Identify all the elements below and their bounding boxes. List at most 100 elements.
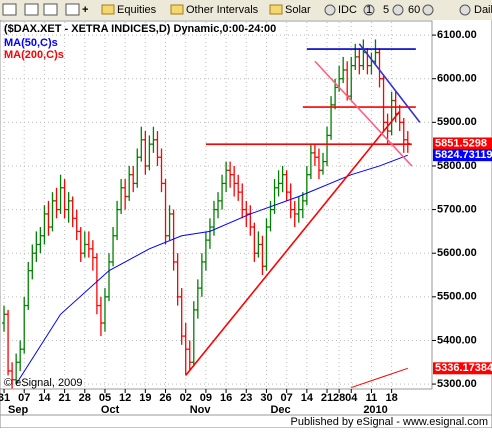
price-bar	[300, 192, 305, 219]
price-tag-label: 5336.17384	[435, 362, 492, 374]
icon[interactable]: +	[82, 4, 88, 16]
toolbar-button[interactable]: 5	[383, 4, 389, 16]
toolbar-button[interactable]: Other Intervals	[186, 4, 259, 16]
toolbar-button[interactable]: 60	[408, 4, 420, 16]
price-bar	[98, 296, 103, 337]
x-tick-label: 05	[99, 392, 111, 404]
x-tick-label: 07	[18, 392, 30, 404]
month-label: Sep	[8, 404, 28, 416]
x-tick-label: 14	[38, 392, 51, 404]
price-tag-label: 5851.5298	[435, 137, 487, 149]
icon[interactable]	[65, 3, 80, 16]
plot-area	[0, 20, 433, 390]
price-bar	[284, 170, 289, 201]
price-bar	[272, 179, 277, 214]
icon	[392, 4, 404, 16]
x-tick-label: 21	[58, 392, 70, 404]
month-label: Nov	[190, 404, 212, 416]
price-bar	[90, 240, 95, 271]
price-bar	[127, 165, 132, 201]
price-bar	[102, 288, 107, 332]
toolbar-button[interactable]: IDC	[338, 4, 357, 16]
price-bar	[78, 227, 83, 262]
price-bar	[14, 353, 19, 385]
price-bar	[179, 288, 184, 345]
toolbar-button[interactable]: 1	[366, 4, 372, 16]
price-bar	[10, 362, 15, 389]
toolbar-button[interactable]: Dail	[474, 4, 492, 16]
price-bar	[361, 39, 366, 70]
price-bar	[357, 48, 362, 75]
y-tick-label: 5900.00	[437, 116, 477, 128]
toolbar-icons: + Equities Other Intervals Solar IDC 1 5…	[2, 3, 492, 16]
price-bar	[115, 200, 120, 241]
x-tick-label: 11	[366, 392, 378, 404]
price-bar	[199, 253, 204, 297]
price-bar	[353, 43, 358, 70]
price-bar	[308, 144, 313, 180]
price-bar	[232, 165, 237, 197]
price-bar	[320, 152, 325, 175]
ma-line	[15, 154, 408, 385]
price-bar	[38, 227, 43, 254]
price-bar	[224, 161, 229, 193]
price-bar	[280, 165, 285, 193]
price-bar	[42, 205, 47, 245]
price-bar	[50, 192, 55, 232]
price-bar	[268, 200, 273, 232]
price-bar	[175, 253, 180, 306]
icon[interactable]	[43, 3, 58, 16]
price-bar	[401, 117, 406, 153]
price-bar	[292, 200, 297, 228]
footer: Published by eSignal - www.esignal.com	[291, 416, 489, 428]
price-bar	[203, 231, 208, 271]
price-bar	[183, 323, 188, 376]
x-tick-label: 07	[281, 392, 293, 404]
price-bar	[341, 56, 346, 84]
x-tick-label: 21	[321, 392, 333, 404]
y-tick-label: 6100.00	[437, 29, 477, 41]
icon[interactable]	[24, 3, 39, 16]
price-bar	[191, 301, 196, 367]
legend-entry: MA(200,C)s	[4, 49, 64, 61]
price-bar	[34, 231, 39, 262]
price-bar	[74, 209, 79, 241]
price-bar	[195, 279, 200, 319]
month-label: Oct	[101, 404, 120, 416]
price-bar	[236, 174, 241, 201]
price-bar	[329, 96, 334, 140]
price-bar	[82, 231, 87, 258]
price-bar	[187, 340, 192, 371]
price-bar	[252, 222, 257, 262]
icon	[324, 4, 336, 16]
x-tick-label: 28	[79, 392, 91, 404]
folder-icon	[170, 4, 184, 15]
price-bar	[349, 56, 354, 101]
price-bar	[86, 231, 91, 258]
icon	[363, 4, 375, 16]
price-bar	[163, 179, 168, 245]
toolbar-button[interactable]: Equities	[117, 4, 157, 16]
price-bar	[107, 253, 112, 302]
x-tick-label: 09	[200, 392, 212, 404]
folder-icon	[269, 4, 283, 15]
price-bar	[151, 126, 156, 153]
x-tick-label: 28	[333, 392, 345, 404]
icon[interactable]	[2, 3, 17, 16]
price-bar	[26, 261, 31, 310]
price-bar	[70, 196, 75, 228]
trend-line	[314, 60, 413, 167]
price-bar	[131, 165, 136, 193]
price-bar	[46, 200, 51, 236]
price-bar	[256, 231, 261, 258]
price-bar	[216, 192, 221, 219]
x-tick-label: 31	[0, 392, 10, 404]
price-bar	[207, 218, 212, 249]
y-tick-label: 5800.00	[437, 160, 477, 172]
toolbar-button[interactable]: Solar	[285, 4, 311, 16]
chart-title: ($DAX.XET - XETRA INDICES,D) Dynamic,0:0…	[4, 23, 276, 35]
price-bar	[312, 144, 317, 166]
price-bar	[2, 305, 7, 332]
month-label: Dec	[270, 404, 290, 416]
